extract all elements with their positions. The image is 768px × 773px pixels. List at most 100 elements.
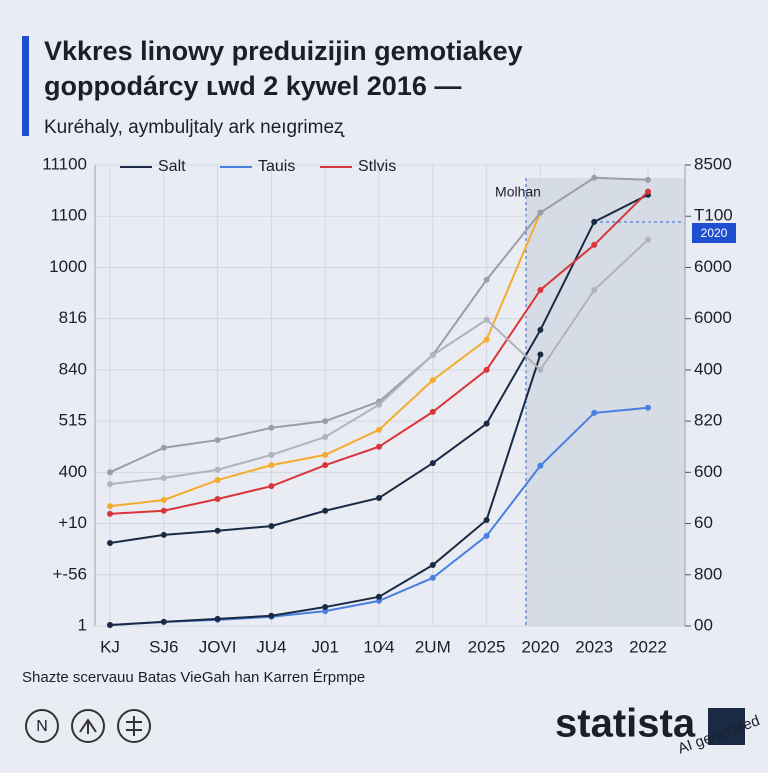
point <box>268 483 275 490</box>
point <box>429 408 436 415</box>
point <box>160 496 167 503</box>
title-accent <box>22 36 29 136</box>
x-tick-label: 2023 <box>575 637 613 656</box>
point <box>107 621 113 628</box>
y-tick-label: 1000 <box>49 257 87 276</box>
annotation: 2020 <box>701 226 728 240</box>
point <box>537 286 544 293</box>
svg-text:N: N <box>36 718 48 735</box>
x-tick-label: 10⁄4 <box>363 637 394 656</box>
point <box>214 466 221 473</box>
point <box>376 593 382 600</box>
x-tick-label: JU4 <box>256 637 286 656</box>
y-tick-label: +-56 <box>53 564 88 583</box>
point <box>107 469 113 476</box>
point <box>645 176 651 183</box>
legend-label: Stlvis <box>358 158 396 175</box>
point <box>376 426 382 433</box>
x-tick-label: 2025 <box>468 637 506 656</box>
point <box>322 507 329 514</box>
x-tick-label: SJ6 <box>149 637 178 656</box>
point <box>591 409 598 416</box>
y2-tick-label: 8500 <box>694 154 732 173</box>
point <box>160 507 167 514</box>
point <box>107 540 113 547</box>
point <box>429 460 436 467</box>
point <box>322 433 329 440</box>
point <box>645 236 651 243</box>
point <box>376 401 382 408</box>
point <box>645 404 651 411</box>
x-tick-label: 2020 <box>521 637 559 656</box>
point <box>268 451 275 458</box>
point <box>483 532 490 539</box>
y2-tick-label: 60 <box>694 513 713 532</box>
point <box>483 336 490 343</box>
y2-tick-label: 820 <box>694 411 722 430</box>
y-tick-label: 1 <box>78 615 87 634</box>
point <box>214 615 221 622</box>
source: Shazte scervauu Batas VieGah han Karren … <box>22 669 365 686</box>
x-tick-label: 2022 <box>629 637 667 656</box>
point <box>268 462 275 469</box>
y2-tick-label: 6000 <box>694 308 732 327</box>
point <box>322 462 329 469</box>
point <box>483 276 490 283</box>
x-tick-label: JOVI <box>199 637 237 656</box>
point <box>214 477 221 484</box>
x-tick-label: J01 <box>311 637 338 656</box>
point <box>591 286 598 293</box>
y-tick-label: 11100 <box>42 154 87 173</box>
point <box>483 316 490 323</box>
point <box>537 462 544 469</box>
chart-title: goppodárcy ʟwd 2 kywel 2016 — <box>44 71 461 101</box>
point <box>537 209 544 216</box>
point <box>376 494 382 501</box>
point <box>483 420 490 427</box>
point <box>429 574 436 581</box>
point <box>591 174 598 181</box>
y2-tick-label: T100 <box>694 206 733 225</box>
chart-title: Vkkres linowy preduizijin gemotiakey <box>44 36 523 66</box>
point <box>591 241 598 248</box>
y2-tick-label: 400 <box>694 359 722 378</box>
point <box>214 527 221 534</box>
x-tick-label: KJ <box>100 637 120 656</box>
icons: N <box>25 709 151 743</box>
y-tick-label: 816 <box>59 308 87 327</box>
point <box>107 481 113 488</box>
point <box>268 424 275 431</box>
point <box>429 562 436 569</box>
point <box>537 351 544 358</box>
point <box>483 366 490 373</box>
annotation: Molhan <box>495 184 541 200</box>
y-tick-label: 515 <box>59 411 87 430</box>
point <box>214 437 221 444</box>
point <box>160 531 167 538</box>
y-tick-label: +10 <box>58 513 87 532</box>
brand: statista <box>555 702 696 746</box>
brand-logo <box>708 708 745 745</box>
point <box>268 612 275 619</box>
x-tick-label: 2UM <box>415 637 451 656</box>
y-tick-label: 840 <box>59 359 87 378</box>
point <box>537 366 544 373</box>
legend-label: Tauis <box>258 158 295 175</box>
y2-tick-label: 800 <box>694 564 722 583</box>
point <box>160 474 167 481</box>
point <box>322 604 329 611</box>
y2-tick-label: 600 <box>694 462 722 481</box>
legend-label: Salt <box>158 158 186 175</box>
annotation-box <box>692 223 736 243</box>
point <box>214 495 221 502</box>
point <box>645 188 651 195</box>
point <box>591 218 598 225</box>
point <box>537 326 544 333</box>
point <box>429 377 436 384</box>
point <box>483 516 490 523</box>
point <box>160 618 167 625</box>
point <box>429 352 436 359</box>
point <box>107 510 113 517</box>
